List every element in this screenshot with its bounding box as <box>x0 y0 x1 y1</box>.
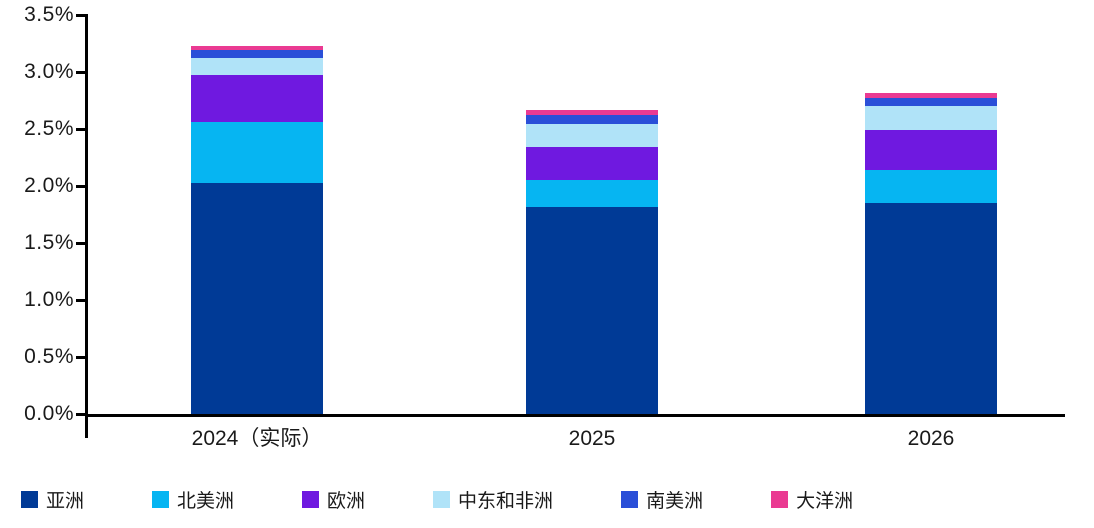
y-axis-tick-label: 0.5% <box>24 345 74 368</box>
bar-segment-北美洲-2025 <box>526 180 658 207</box>
bar-segment-亚洲-2024（实际） <box>191 182 323 414</box>
bar-segment-欧洲-2024（实际） <box>191 75 323 123</box>
y-axis-tick-mark <box>76 242 85 245</box>
bar-segment-北美洲-2024（实际） <box>191 122 323 183</box>
y-axis-tick-mark <box>76 128 85 131</box>
y-axis-tick-label: 1.5% <box>24 231 74 254</box>
y-axis-tick-mark <box>76 413 85 416</box>
bar-segment-南美洲-2026 <box>865 98 997 107</box>
legend-label: 北美洲 <box>177 490 235 512</box>
legend-swatch-icon <box>302 490 320 508</box>
legend-label: 南美洲 <box>646 490 704 512</box>
x-axis-category-label: 2024（实际） <box>191 427 323 450</box>
bar-segment-亚洲-2026 <box>865 203 997 414</box>
legend-item-大洋洲: 大洋洲 <box>771 486 853 513</box>
legend-swatch-icon <box>152 490 170 508</box>
legend-item-欧洲: 欧洲 <box>302 486 365 513</box>
x-axis-category-label: 2025 <box>568 427 616 450</box>
legend-swatch-icon <box>771 490 789 508</box>
legend-item-北美洲: 北美洲 <box>152 486 234 513</box>
bar-segment-大洋洲-2024（实际） <box>191 45 323 51</box>
chart-legend: 亚洲 北美洲 欧洲 中东和非洲 南美洲 大洋洲 <box>21 486 853 512</box>
y-axis-tick-label: 0.0% <box>24 402 74 425</box>
bar-segment-亚洲-2025 <box>526 206 658 414</box>
y-axis-tick-mark <box>76 356 85 359</box>
y-axis-tick-mark <box>76 185 85 188</box>
bar-segment-中东和非洲-2026 <box>865 106 997 131</box>
bar-segment-北美洲-2026 <box>865 170 997 204</box>
legend-label: 欧洲 <box>327 490 366 512</box>
y-axis-tick-label: 3.5% <box>24 3 74 26</box>
legend-item-中东和非洲: 中东和非洲 <box>433 486 553 513</box>
bar-segment-大洋洲-2026 <box>865 92 997 99</box>
legend-label: 大洋洲 <box>796 490 854 512</box>
y-axis-tick-label: 1.0% <box>24 288 74 311</box>
x-axis-line <box>85 414 1065 417</box>
bar-segment-南美洲-2024（实际） <box>191 50 323 59</box>
bar-segment-欧洲-2026 <box>865 130 997 171</box>
y-axis-line <box>85 14 88 438</box>
bar-segment-南美洲-2025 <box>526 115 658 125</box>
legend-swatch-icon <box>621 490 639 508</box>
y-axis-tick-label: 2.5% <box>24 117 74 140</box>
legend-label: 亚洲 <box>46 490 85 512</box>
y-axis-tick-label: 2.0% <box>24 174 74 197</box>
bar-segment-欧洲-2025 <box>526 147 658 181</box>
legend-label: 中东和非洲 <box>458 490 554 512</box>
y-axis-tick-label: 3.0% <box>24 60 74 83</box>
legend-item-南美洲: 南美洲 <box>621 486 703 513</box>
legend-swatch-icon <box>433 490 451 508</box>
bar-segment-中东和非洲-2024（实际） <box>191 58 323 76</box>
x-axis-category-label: 2026 <box>907 427 955 450</box>
bar-segment-中东和非洲-2025 <box>526 124 658 148</box>
bar-segment-大洋洲-2025 <box>526 109 658 116</box>
legend-swatch-icon <box>21 490 38 508</box>
y-axis-tick-mark <box>76 71 85 74</box>
y-axis-tick-mark <box>76 299 85 302</box>
legend-item-亚洲: 亚洲 <box>21 486 84 513</box>
y-axis-tick-mark <box>76 14 85 17</box>
